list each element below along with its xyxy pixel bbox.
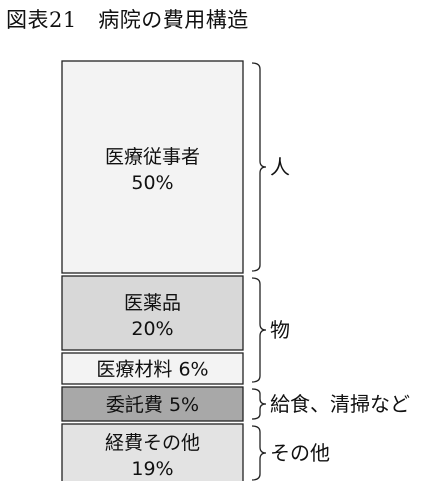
bar-segment-3 xyxy=(61,352,244,385)
segment-value-1: 50% xyxy=(131,172,173,194)
group-label-4: その他 xyxy=(270,441,330,465)
bar-segment-5 xyxy=(61,423,244,481)
segment-label-1: 医療従事者 xyxy=(105,146,200,168)
bar-segment-4 xyxy=(61,386,244,422)
chart-title: 図表21 病院の費用構造 xyxy=(6,8,249,32)
segment-label-2: 医薬品 xyxy=(124,292,181,314)
bar-segment-1 xyxy=(61,60,244,274)
segment-label-5: 経費その他 xyxy=(105,432,200,454)
bar-segment-2 xyxy=(61,275,244,351)
segment-label-3: 医療材料 6% xyxy=(96,359,208,381)
brace-4 xyxy=(251,425,267,481)
group-label-1: 人 xyxy=(270,155,290,179)
segment-value-2: 20% xyxy=(131,318,173,340)
brace-2 xyxy=(251,277,267,383)
segment-value-5: 19% xyxy=(131,458,173,480)
group-label-2: 物 xyxy=(270,318,290,342)
segment-label-4: 委託費 5% xyxy=(106,394,199,416)
brace-1 xyxy=(251,62,267,272)
brace-3 xyxy=(251,388,267,420)
group-label-3: 給食、清掃など xyxy=(270,392,410,416)
